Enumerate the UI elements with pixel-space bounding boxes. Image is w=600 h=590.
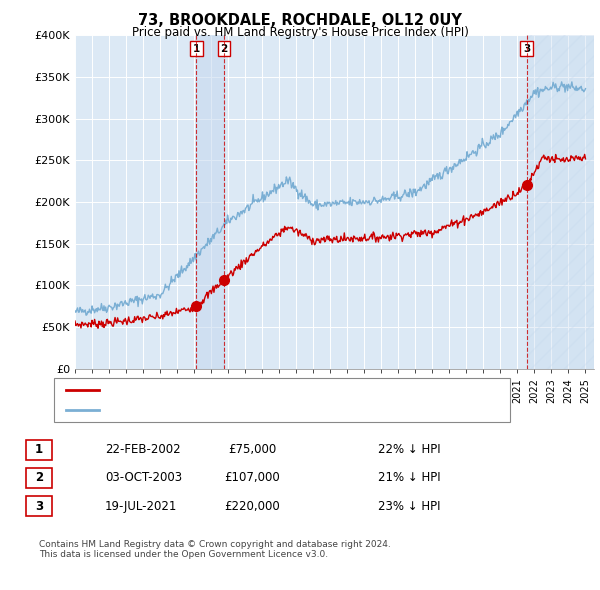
Bar: [196, 35, 224, 369]
Text: 73, BROOKDALE, ROCHDALE, OL12 0UY (detached house): 73, BROOKDALE, ROCHDALE, OL12 0UY (detac…: [105, 385, 406, 395]
Text: £75,000: £75,000: [228, 443, 276, 456]
Text: 2: 2: [220, 44, 227, 54]
Text: 3: 3: [35, 500, 43, 513]
Text: Contains HM Land Registry data © Crown copyright and database right 2024.
This d: Contains HM Land Registry data © Crown c…: [39, 540, 391, 559]
Text: 19-JUL-2021: 19-JUL-2021: [105, 500, 178, 513]
Text: 22-FEB-2002: 22-FEB-2002: [105, 443, 181, 456]
Text: Price paid vs. HM Land Registry's House Price Index (HPI): Price paid vs. HM Land Registry's House …: [131, 26, 469, 39]
Text: 1: 1: [193, 44, 200, 54]
Text: 23% ↓ HPI: 23% ↓ HPI: [378, 500, 440, 513]
Text: £107,000: £107,000: [224, 471, 280, 484]
Text: 1: 1: [35, 443, 43, 456]
Text: 3: 3: [523, 44, 530, 54]
Text: 22% ↓ HPI: 22% ↓ HPI: [378, 443, 440, 456]
Text: £220,000: £220,000: [224, 500, 280, 513]
Bar: [527, 35, 594, 369]
Text: HPI: Average price, detached house, Rochdale: HPI: Average price, detached house, Roch…: [105, 405, 346, 415]
Text: 2: 2: [35, 471, 43, 484]
Text: 21% ↓ HPI: 21% ↓ HPI: [378, 471, 440, 484]
Text: 73, BROOKDALE, ROCHDALE, OL12 0UY: 73, BROOKDALE, ROCHDALE, OL12 0UY: [138, 13, 462, 28]
Text: 03-OCT-2003: 03-OCT-2003: [105, 471, 182, 484]
